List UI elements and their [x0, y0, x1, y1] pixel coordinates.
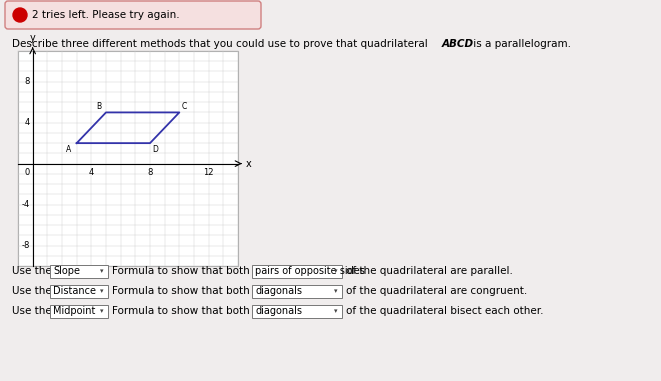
- Text: 4: 4: [24, 118, 30, 127]
- Bar: [252, 304, 342, 317]
- Bar: [252, 285, 342, 298]
- Text: ▾: ▾: [334, 268, 337, 274]
- Text: diagonals: diagonals: [255, 306, 302, 316]
- Text: -4: -4: [21, 200, 30, 209]
- Text: diagonals: diagonals: [255, 286, 302, 296]
- Text: x: x: [246, 158, 252, 169]
- Text: D: D: [152, 145, 158, 154]
- Text: 8: 8: [24, 77, 30, 86]
- Bar: [50, 264, 108, 277]
- Text: A: A: [66, 145, 71, 154]
- Text: Midpoint: Midpoint: [53, 306, 95, 316]
- FancyBboxPatch shape: [5, 1, 261, 29]
- Bar: [50, 285, 108, 298]
- Bar: [252, 264, 342, 277]
- Text: is a parallelogram.: is a parallelogram.: [470, 39, 571, 49]
- Text: Distance: Distance: [53, 286, 96, 296]
- Text: ▾: ▾: [334, 308, 337, 314]
- Text: of the quadrilateral are congruent.: of the quadrilateral are congruent.: [346, 286, 527, 296]
- Bar: [50, 304, 108, 317]
- Text: C: C: [181, 102, 186, 111]
- Text: ABCD: ABCD: [442, 39, 474, 49]
- Text: 4: 4: [89, 168, 94, 177]
- Text: of the quadrilateral are parallel.: of the quadrilateral are parallel.: [346, 266, 513, 276]
- Text: 0: 0: [24, 168, 30, 177]
- Text: Use the: Use the: [12, 266, 52, 276]
- Text: Slope: Slope: [53, 266, 80, 276]
- Text: Use the: Use the: [12, 286, 52, 296]
- Text: 12: 12: [204, 168, 214, 177]
- Text: B: B: [96, 102, 101, 111]
- Circle shape: [13, 8, 27, 22]
- Text: ▾: ▾: [100, 288, 103, 294]
- Text: pairs of opposite sides: pairs of opposite sides: [255, 266, 365, 276]
- Text: ▾: ▾: [100, 268, 103, 274]
- Text: Describe three different methods that you could use to prove that quadrilateral: Describe three different methods that yo…: [12, 39, 431, 49]
- Text: Use the: Use the: [12, 306, 52, 316]
- Bar: [18, 51, 238, 266]
- Text: ▾: ▾: [100, 308, 103, 314]
- Text: 2 tries left. Please try again.: 2 tries left. Please try again.: [32, 10, 180, 20]
- Text: ▾: ▾: [334, 288, 337, 294]
- Text: Formula to show that both: Formula to show that both: [112, 266, 250, 276]
- Text: 8: 8: [147, 168, 153, 177]
- Text: of the quadrilateral bisect each other.: of the quadrilateral bisect each other.: [346, 306, 543, 316]
- Text: y: y: [30, 33, 36, 43]
- Text: -8: -8: [21, 241, 30, 250]
- Text: Formula to show that both: Formula to show that both: [112, 306, 250, 316]
- Text: Formula to show that both: Formula to show that both: [112, 286, 250, 296]
